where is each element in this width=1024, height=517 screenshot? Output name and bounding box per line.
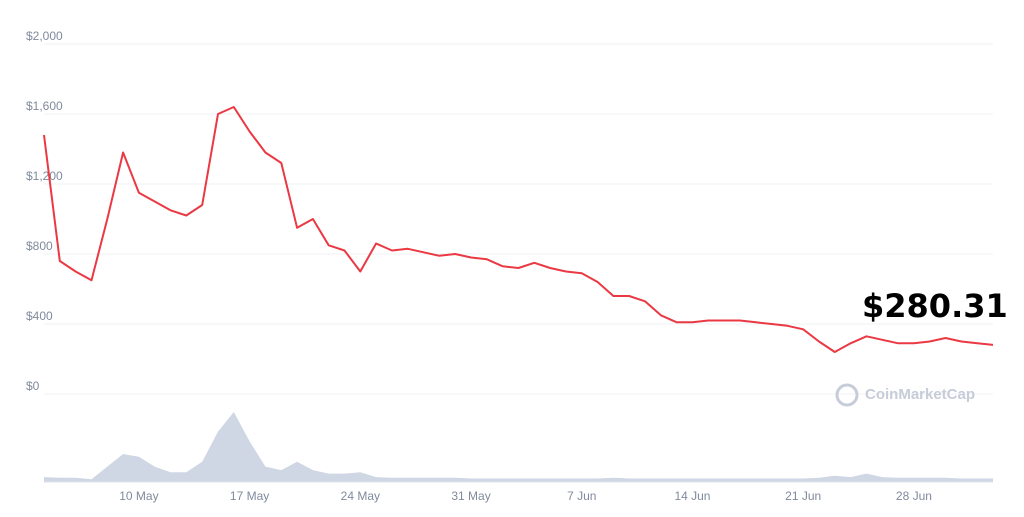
y-tick-label: $0 xyxy=(26,379,40,393)
x-tick-label: 17 May xyxy=(230,489,269,503)
x-tick-label: 24 May xyxy=(341,489,380,503)
price-line xyxy=(43,106,994,353)
y-tick-label: $1,600 xyxy=(26,99,63,113)
y-tick-label: $400 xyxy=(26,309,53,323)
watermark: CoinMarketCap xyxy=(865,386,975,403)
y-tick-label: $1,200 xyxy=(26,169,63,183)
volume-area xyxy=(44,412,993,482)
y-tick-label: $2,000 xyxy=(26,29,63,43)
price-label: $280.31 xyxy=(862,287,1008,325)
x-tick-label: 28 Jun xyxy=(896,489,932,503)
x-tick-label: 31 May xyxy=(451,489,490,503)
x-tick-label: 7 Jun xyxy=(567,489,596,503)
y-tick-label: $800 xyxy=(26,239,53,253)
x-tick-label: 10 May xyxy=(119,489,158,503)
x-tick-label: 21 Jun xyxy=(785,489,821,503)
x-tick-label: 14 Jun xyxy=(674,489,710,503)
watermark-logo xyxy=(835,383,859,407)
